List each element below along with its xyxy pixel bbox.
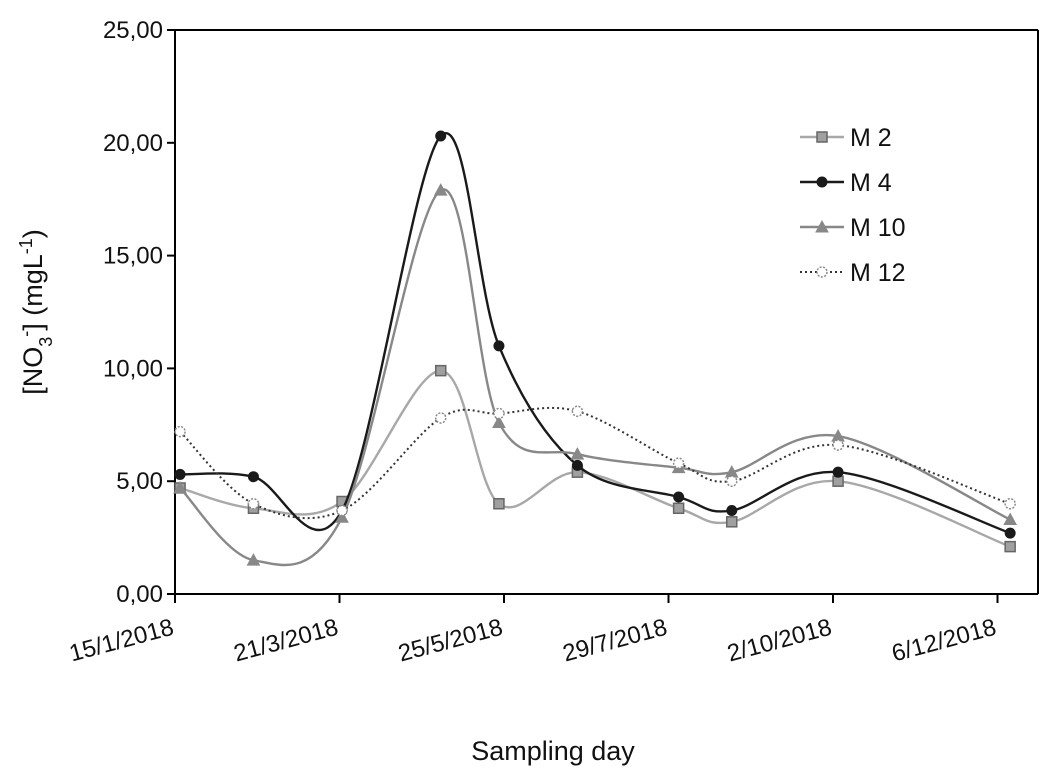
series-m12 — [174, 405, 1016, 520]
legend-swatch-marker — [816, 266, 828, 278]
data-point — [832, 466, 844, 478]
y-title-prefix: [NO — [18, 347, 48, 395]
legend-item: M 2 — [800, 124, 892, 152]
data-point — [672, 502, 685, 515]
data-point — [435, 130, 447, 142]
data-point — [1004, 498, 1016, 510]
y-tick-label: 25,00 — [103, 17, 163, 44]
y-tick-label: 5,00 — [116, 468, 163, 495]
y-axis-ticks: 0,00 5,00 10,00 15,00 20,00 25,00 — [103, 17, 175, 608]
data-point — [434, 412, 447, 424]
data-point — [434, 364, 447, 377]
legend-label: M 12 — [850, 259, 906, 287]
legend-swatch-marker — [816, 131, 828, 143]
y-title-end: ) — [18, 229, 48, 238]
data-point — [493, 498, 505, 510]
data-point — [492, 415, 506, 429]
series-line — [179, 369, 1011, 548]
y-tick-label: 20,00 — [103, 130, 163, 157]
y-title-superscript: - — [16, 331, 36, 337]
y-tick-label: 10,00 — [103, 355, 163, 382]
data-point — [726, 475, 738, 487]
y-axis-title: [NO3-] (mgL-1) — [16, 229, 56, 395]
data-point — [1003, 512, 1018, 526]
legend: M 2 M 4 M 10 M 12 — [800, 124, 906, 287]
data-point — [673, 491, 685, 503]
legend-label: M 10 — [850, 214, 906, 242]
y-title-subscript: 3 — [36, 337, 56, 347]
data-point — [1004, 527, 1016, 539]
data-point — [571, 459, 583, 471]
data-point — [247, 471, 259, 483]
data-point — [832, 439, 844, 451]
data-point — [335, 510, 349, 523]
legend-swatch-marker — [816, 176, 828, 188]
data-point — [570, 447, 585, 460]
data-point — [726, 516, 738, 528]
y-tick-label: 0,00 — [116, 581, 163, 608]
data-point — [336, 504, 348, 517]
legend-swatch-marker — [815, 219, 829, 233]
data-point — [726, 505, 738, 517]
data-point — [493, 340, 505, 352]
data-point — [173, 480, 187, 494]
series-m2 — [174, 364, 1016, 553]
legend-label: M 4 — [850, 169, 892, 197]
series-line — [179, 406, 1011, 520]
data-point — [672, 457, 685, 469]
data-point — [174, 425, 186, 438]
data-point — [433, 183, 448, 196]
legend-item: M 4 — [800, 169, 892, 197]
y-tick-label: 15,00 — [103, 243, 163, 270]
data-point — [246, 553, 261, 566]
legend-item: M 10 — [800, 214, 906, 242]
data-point — [247, 498, 260, 510]
y-title-middle: ] (mgL — [18, 254, 48, 331]
y-title-superscript-unit: -1 — [16, 238, 36, 254]
series-layer — [173, 130, 1018, 567]
data-point — [832, 475, 844, 487]
x-axis-title: Sampling day — [471, 736, 635, 766]
legend-item: M 12 — [800, 259, 906, 287]
legend-label: M 2 — [850, 124, 892, 152]
data-point — [174, 468, 186, 480]
data-point — [571, 405, 584, 418]
data-point — [1004, 540, 1016, 553]
data-point — [493, 407, 505, 420]
plot-area — [174, 29, 1039, 595]
